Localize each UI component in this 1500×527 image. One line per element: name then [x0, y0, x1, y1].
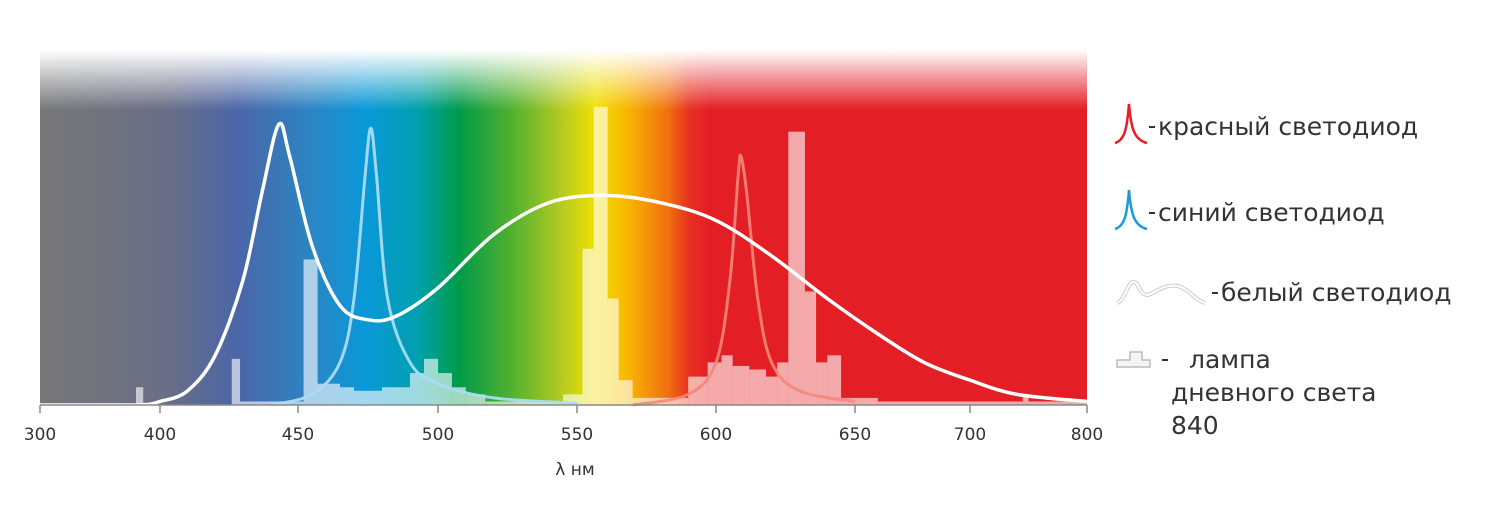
lamp-bar — [618, 380, 633, 405]
lamp-bar — [485, 401, 564, 405]
lamp-bar — [231, 358, 241, 405]
lamp-bar — [970, 401, 1023, 405]
legend-entry: белый светодиод — [1221, 278, 1452, 307]
lamp-bar — [878, 401, 970, 405]
x-tick-label: 800 — [1071, 425, 1103, 445]
x-tick-label: 600 — [700, 425, 732, 445]
lamp-bar — [340, 387, 354, 405]
lamp-bar — [410, 373, 424, 405]
legend-entry: лампа дневного света 840 — [1171, 345, 1377, 440]
lamp-bar — [804, 291, 817, 405]
lamp-bar — [1028, 401, 1087, 405]
lamp-bar — [816, 362, 828, 405]
spectrum-fade — [40, 50, 1087, 110]
series-line — [270, 126, 578, 407]
lamp-bar — [866, 397, 878, 405]
lamp-bar — [732, 365, 750, 405]
x-tick-label: 650 — [839, 425, 871, 445]
lamp-bar — [582, 248, 594, 405]
lamp-bar — [303, 259, 318, 405]
series-line — [40, 121, 1088, 407]
legend-entry: синий светодиод — [1158, 198, 1385, 227]
lamp-bar — [827, 355, 842, 405]
legend-icon-white — [1116, 280, 1206, 304]
x-axis-label: λ нм — [555, 460, 594, 480]
legend-icon-lamp — [1116, 351, 1151, 368]
lamp-bar — [438, 373, 452, 405]
x-tick-label: 700 — [954, 425, 986, 445]
lamp-bar — [317, 383, 340, 405]
lamp-bar — [721, 355, 733, 405]
series-line — [632, 153, 856, 407]
x-tick-label: 550 — [561, 425, 593, 445]
lamp-bar — [593, 106, 608, 406]
x-tick-label: 400 — [144, 425, 176, 445]
legend-icon-red — [1114, 103, 1148, 145]
legend-entry: красный светодиод — [1158, 112, 1419, 141]
lamp-bar — [354, 390, 382, 405]
x-tick-label: 500 — [422, 425, 454, 445]
legend-icon-blue — [1114, 189, 1148, 231]
x-tick-label: 300 — [24, 425, 56, 445]
lamp-bar — [607, 298, 619, 405]
x-tick-label: 450 — [282, 425, 314, 445]
lamp-bar — [788, 131, 805, 405]
lamp-bar — [382, 387, 410, 405]
lamp-bar — [465, 394, 486, 405]
lamp-bar — [136, 387, 144, 405]
lamp-bar — [766, 376, 778, 405]
lamp-bar — [563, 394, 583, 405]
lamp-bar — [749, 369, 767, 405]
lamp-bar — [1022, 394, 1029, 405]
lamp-bar — [777, 362, 789, 405]
